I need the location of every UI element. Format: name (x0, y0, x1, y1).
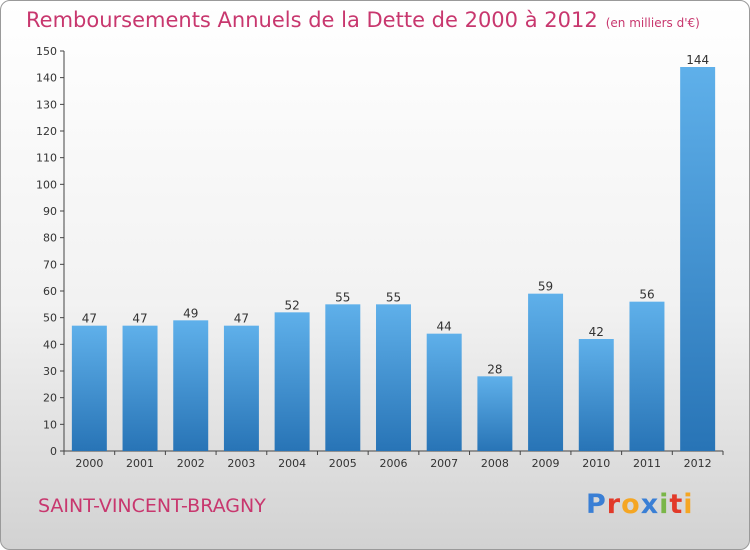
y-tick-label: 10 (43, 418, 57, 431)
y-tick-label: 110 (36, 152, 57, 165)
logo-letter: P (586, 489, 607, 520)
bar-2006 (376, 304, 411, 451)
x-tick-label: 2009 (532, 457, 560, 470)
bar-2009 (528, 293, 564, 451)
data-label: 47 (132, 312, 147, 326)
data-label: 56 (639, 288, 654, 302)
bar-2003 (223, 325, 259, 451)
bar-2010 (578, 339, 614, 451)
logo-letter: x (640, 489, 660, 520)
y-tick-label: 60 (43, 285, 57, 298)
bar-2012 (680, 67, 716, 451)
bar-2005 (325, 304, 361, 451)
logo-letter: o (621, 489, 641, 520)
data-label: 47 (234, 312, 249, 326)
logo-letter: i (683, 489, 694, 520)
x-tick-label: 2003 (227, 457, 255, 470)
x-tick-label: 2002 (177, 457, 205, 470)
data-label: 59 (538, 280, 553, 294)
data-label: 44 (437, 320, 452, 334)
x-tick-label: 2008 (481, 457, 509, 470)
x-tick-label: 2010 (582, 457, 610, 470)
x-tick-label: 2011 (633, 457, 661, 470)
y-tick-label: 0 (50, 445, 57, 458)
x-tick-label: 2001 (126, 457, 154, 470)
bar-chart: 0 10 20 30 40 50 60 70 80 90 100 110 120 130 140 150 200… (36, 45, 724, 470)
x-tick-label: 2004 (278, 457, 306, 470)
data-label: 28 (487, 362, 502, 376)
data-labels: 47 47 49 47 52 55 55 44 28 59 42 56 144 (82, 53, 709, 376)
chart-title: Remboursements Annuels de la Dette de 20… (26, 8, 700, 32)
bar-2008 (477, 376, 513, 451)
x-tick-label: 2005 (329, 457, 357, 470)
y-tick-label: 30 (43, 365, 57, 378)
y-tick-label: 100 (36, 178, 57, 191)
commune-name: SAINT-VINCENT-BRAGNY (38, 495, 266, 517)
y-tick-label: 90 (43, 205, 57, 218)
x-tick-label: 2012 (684, 457, 712, 470)
bar-2002 (173, 320, 209, 451)
y-tick-label: 80 (43, 232, 57, 245)
logo-letter: t (669, 489, 684, 520)
y-tick-label: 130 (36, 98, 57, 111)
proxiti-logo: Proxiti (586, 489, 694, 520)
y-tick-label: 150 (36, 45, 57, 58)
bar-2004 (274, 312, 310, 451)
data-label: 144 (686, 53, 709, 67)
title-text: Remboursements Annuels de la Dette de 20… (26, 8, 598, 32)
x-tick-label: 2000 (75, 457, 103, 470)
data-label: 47 (82, 312, 97, 326)
logo-letter: i (659, 489, 670, 520)
axes: 0 10 20 30 40 50 60 70 80 90 100 110 120 130 140 150 200… (36, 45, 724, 470)
y-tick-label: 20 (43, 392, 57, 405)
bar-2011 (629, 301, 665, 451)
bar-2001 (122, 325, 158, 451)
y-tick-label: 70 (43, 258, 57, 271)
data-label: 55 (386, 290, 401, 304)
data-label: 42 (589, 325, 604, 339)
x-tick-label: 2006 (380, 457, 408, 470)
y-tick-label: 140 (36, 72, 57, 85)
y-tick-label: 120 (36, 125, 57, 138)
bar-2007 (426, 333, 462, 451)
bar-2000 (71, 325, 107, 451)
data-label: 49 (183, 306, 198, 320)
x-tick-label: 2007 (430, 457, 458, 470)
y-tick-label: 40 (43, 338, 57, 351)
y-tick-label: 50 (43, 312, 57, 325)
bars (71, 67, 716, 451)
logo-letter: r (606, 489, 622, 520)
chart-subtitle: (en milliers d'€) (605, 16, 700, 30)
data-label: 52 (284, 298, 299, 312)
data-label: 55 (335, 290, 350, 304)
